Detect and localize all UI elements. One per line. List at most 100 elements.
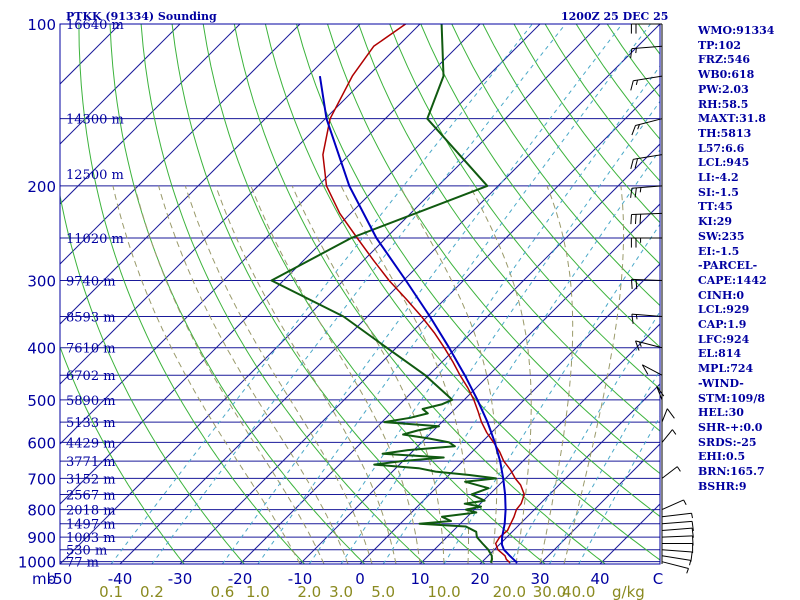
moist-adiabat	[469, 185, 532, 564]
wind-barb-flag	[630, 188, 633, 198]
height-label: 2567 m	[66, 488, 116, 503]
wind-barb-flag	[634, 158, 639, 169]
height-label: 9740 m	[66, 275, 116, 290]
mixing-ratio-line	[110, 24, 533, 564]
wind-barb-flag	[639, 187, 642, 193]
isotherm	[60, 24, 541, 505]
height-label: 11020 m	[66, 232, 124, 247]
stat-line: LCL:929	[698, 303, 750, 317]
stat-line: -PARCEL-	[698, 259, 758, 273]
height-label: 6702 m	[66, 369, 116, 384]
mixing-ratio-line	[508, 310, 660, 564]
stat-line: KI:29	[698, 215, 733, 229]
stat-line: EI:-1.5	[698, 244, 740, 258]
stat-line: STM:109/8	[698, 391, 765, 405]
wind-barb-flag	[635, 279, 638, 290]
height-label: 14300 m	[66, 113, 124, 128]
wind-barb	[631, 278, 663, 282]
moist-adiabat	[563, 185, 625, 564]
stat-line: TT:45	[698, 200, 733, 214]
wind-barb-flag	[634, 214, 637, 225]
wind-barb-flag	[631, 314, 634, 324]
wind-barb-flag	[637, 124, 640, 130]
temperature-tick-label: -40	[108, 570, 133, 588]
wind-barb	[633, 154, 663, 160]
mixing-ratio-label: 0.2	[140, 583, 164, 600]
wind-barb-flag	[635, 314, 638, 320]
isotherm	[60, 24, 181, 145]
isotherm	[539, 443, 660, 564]
wind-barb-flag	[639, 341, 642, 347]
stat-line: LI:-4.2	[698, 171, 739, 184]
height-label: 1497 m	[66, 518, 116, 533]
stat-line: PW:2.03	[698, 82, 749, 96]
mixing-ratio-line	[257, 24, 651, 564]
height-label: 16640 m	[66, 18, 124, 33]
station-title: PTKK (91334) Sounding	[66, 10, 217, 23]
wind-barb-flag	[635, 79, 639, 85]
wind-barb-flag	[691, 528, 694, 538]
dry-adiabat	[296, 24, 660, 518]
dry-adiabat	[233, 24, 606, 564]
moist-adiabat	[539, 185, 574, 564]
wind-barb-flag	[691, 535, 694, 546]
pressure-tick-label: 500	[27, 392, 56, 410]
stat-line: TP:102	[698, 38, 742, 52]
stat-line: BSHR:9	[698, 479, 747, 493]
wind-barb-flag	[666, 408, 675, 419]
mixing-ratio-line	[221, 24, 623, 564]
wind-barb	[661, 561, 689, 569]
mixing-ratio-label: 1.0	[246, 583, 270, 600]
pressure-unit-label: mb	[32, 570, 56, 588]
stat-line: SW:235	[698, 229, 745, 243]
moist-adiabat	[250, 185, 421, 564]
moist-adiabat	[399, 185, 498, 564]
mixing-ratio-label: 30.0	[533, 583, 566, 600]
wind-barb-flag	[634, 187, 637, 198]
stat-line: MPL:724	[698, 362, 754, 376]
isotherm	[60, 24, 601, 564]
isotherm	[419, 323, 660, 564]
wind-barb-flag	[691, 513, 693, 519]
stat-line: CINH:0	[698, 288, 745, 302]
isotherm	[239, 143, 660, 564]
dry-adiabat	[60, 192, 245, 564]
wind-barb-flag	[630, 214, 633, 225]
stat-line: HEL:30	[698, 406, 744, 420]
mixing-ratio-line	[382, 149, 660, 564]
mixing-ratio-line	[308, 65, 660, 564]
wind-barb	[656, 386, 663, 401]
wind-barb	[661, 555, 691, 561]
isotherm	[119, 24, 660, 564]
wind-barb	[635, 118, 663, 126]
wind-barb-flag	[690, 551, 693, 562]
moist-adiabat	[184, 185, 373, 564]
wind-barb-flag	[672, 429, 677, 435]
moist-adiabat	[340, 185, 469, 564]
height-label: 8593 m	[66, 311, 116, 326]
mixing-ratio-label: 0.1	[99, 583, 123, 600]
dry-adiabat	[358, 24, 660, 432]
wind-barb-flag	[639, 214, 642, 224]
temperature-tick-label: 30	[530, 570, 549, 588]
mixing-ratio-line	[549, 369, 660, 564]
wind-barb-flag	[631, 279, 633, 289]
stat-line: FRZ:546	[698, 53, 751, 67]
temperature-profile	[322, 24, 526, 564]
stat-line: CAP:1.9	[698, 318, 747, 331]
stat-line: L57:6.6	[698, 141, 745, 155]
wind-barb-flag	[630, 159, 634, 170]
isotherm	[299, 203, 660, 564]
height-label: 3771 m	[66, 455, 116, 470]
pressure-tick-label: 600	[27, 434, 56, 452]
dewpoint-profile	[270, 24, 497, 564]
dry-adiabat	[60, 345, 185, 564]
dry-adiabat	[544, 24, 660, 182]
stat-line: CAPE:1442	[698, 273, 767, 287]
dry-adiabat	[389, 24, 660, 390]
temperature-tick-label: 10	[410, 570, 429, 588]
mixing-ratio-line	[340, 100, 660, 564]
temperature-tick-label: -30	[168, 570, 193, 588]
height-label: 77 m	[66, 556, 99, 571]
